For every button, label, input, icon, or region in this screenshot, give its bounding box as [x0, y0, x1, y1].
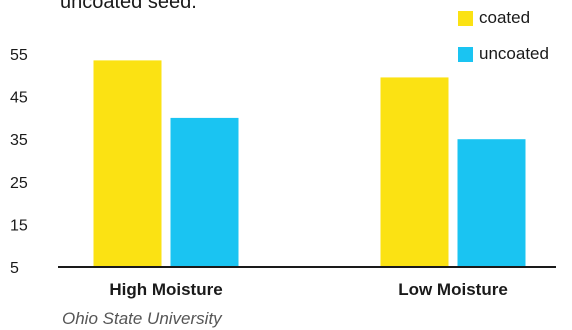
y-tick-label-5: 5	[10, 260, 19, 277]
intro-text-fragment: uncoated seed.	[60, 0, 197, 13]
legend-label-uncoated: uncoated	[479, 44, 549, 63]
bar-uncoated-high-moisture	[170, 117, 239, 268]
x-tick-label-low-moisture: Low Moisture	[398, 280, 508, 299]
x-tick-label-high-moisture: High Moisture	[109, 280, 222, 299]
bar-coated-high-moisture	[93, 60, 162, 267]
y-tick-label-55: 55	[10, 47, 28, 64]
y-tick-label-25: 25	[10, 175, 28, 192]
source-credit: Ohio State University	[62, 309, 222, 328]
legend-label-coated: coated	[479, 8, 531, 27]
legend-swatch-coated	[458, 10, 473, 26]
y-tick-label-45: 45	[10, 90, 28, 107]
y-tick-label-15: 15	[10, 217, 28, 234]
y-tick-label-35: 35	[10, 132, 28, 149]
legend: coated uncoated	[458, 8, 549, 80]
bar-uncoated-low-moisture	[457, 139, 526, 267]
legend-swatch-uncoated	[458, 46, 473, 62]
bar-coated-low-moisture	[380, 77, 449, 268]
legend-item-uncoated: uncoated	[458, 44, 549, 64]
legend-item-coated: coated	[458, 8, 549, 28]
